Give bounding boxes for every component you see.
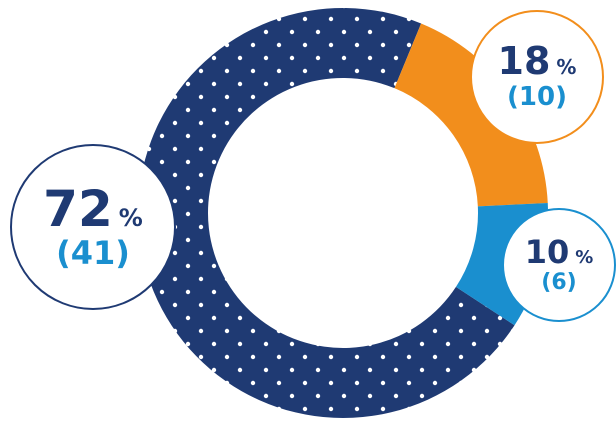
count-value: (10) (507, 82, 567, 113)
slice-label-dark-blue: 72 % (41) (10, 144, 176, 310)
donut-slice-1 (394, 23, 548, 207)
count-value: (41) (56, 234, 130, 273)
percent-sign: % (118, 203, 143, 232)
percent-value: 72 (43, 179, 113, 238)
percent-value: 18 (497, 39, 551, 84)
percent-sign: % (556, 55, 577, 80)
percent-sign: % (575, 246, 594, 268)
count-value: (6) (541, 270, 577, 296)
slice-label-orange: 18 % (10) (470, 10, 604, 144)
donut-slice-0 (138, 8, 515, 419)
slice-label-light-blue: 10 % (6) (502, 208, 616, 322)
percent-value: 10 (524, 232, 570, 271)
